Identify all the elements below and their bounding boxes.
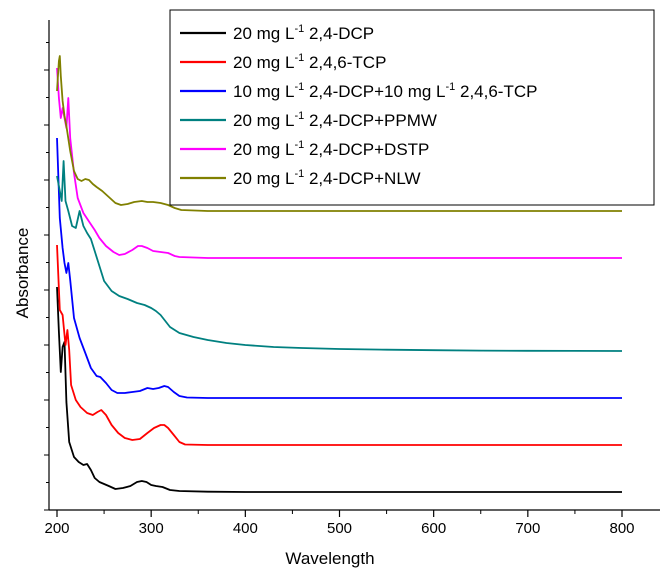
x-tick-label: 200 <box>44 520 69 537</box>
x-tick-label: 500 <box>327 520 352 537</box>
legend: 20 mg L-1 2,4-DCP 20 mg L-1 2,4,6-TCP 10 m… <box>169 9 655 206</box>
series-line <box>56 286 622 493</box>
legend-label: 20 mg L-1 2,4-DCP+PPMW <box>233 110 437 130</box>
legend-label: 20 mg L-1 2,4,6-TCP <box>233 52 386 72</box>
x-axis-label: Wavelength <box>285 549 374 568</box>
y-axis-label: Absorbance <box>13 228 32 319</box>
legend-label: 10 mg L-1 2,4-DCP+10 mg L-1 2,4,6-TCP <box>233 81 537 101</box>
y-axis-ticks <box>44 42 49 511</box>
series-lines <box>56 55 623 493</box>
legend-label: 20 mg L-1 2,4-DCP+NLW <box>233 168 421 188</box>
legend-box <box>169 9 655 206</box>
x-tick-label: 400 <box>233 520 258 537</box>
series-line <box>56 137 622 399</box>
x-tick-label: 800 <box>609 520 634 537</box>
legend-label: 20 mg L-1 2,4-DCP+DSTP <box>233 139 429 159</box>
x-tick-label: 700 <box>515 520 540 537</box>
x-axis-ticks: 200 300 400 500 600 700 800 <box>44 510 635 537</box>
series-line <box>56 55 622 212</box>
legend-label: 20 mg L-1 2,4-DCP <box>233 23 374 43</box>
series-line <box>56 244 622 446</box>
x-tick-label: 300 <box>139 520 164 537</box>
series-line <box>56 160 623 352</box>
x-tick-label: 600 <box>421 520 446 537</box>
